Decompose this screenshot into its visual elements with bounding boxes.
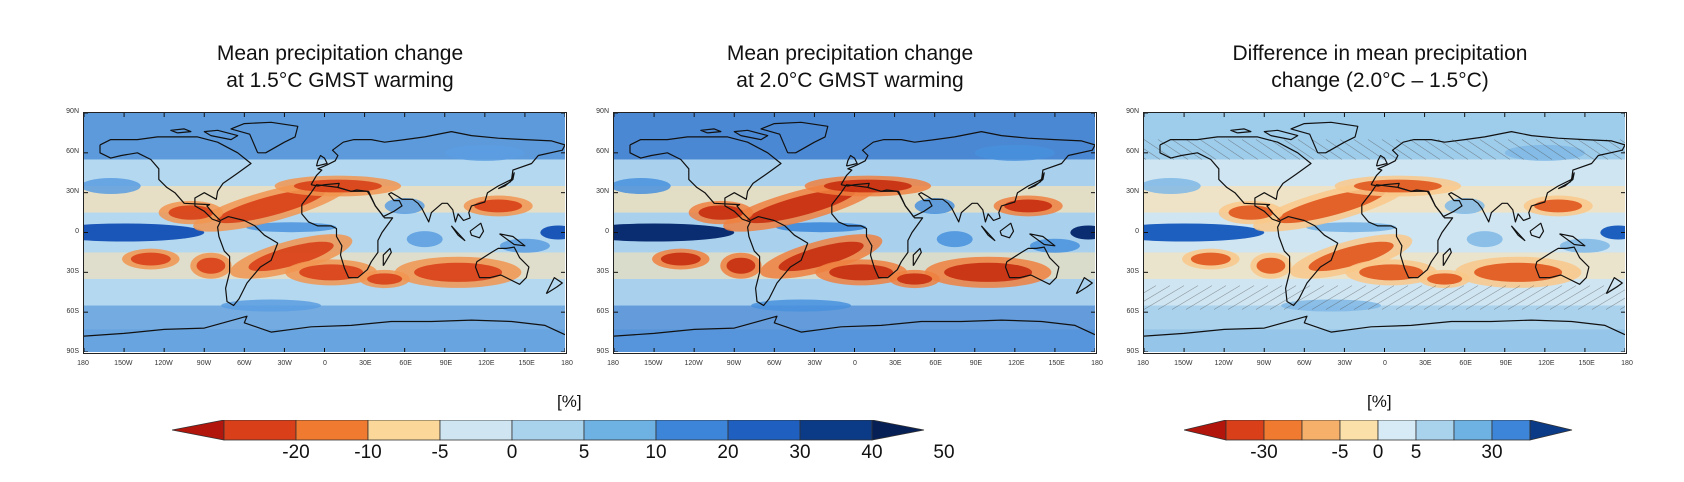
lon-tick-label: 0 — [323, 360, 327, 367]
panel-3-title: Difference in mean precipitation change … — [1180, 40, 1580, 94]
lat-tick-label: 60S — [66, 308, 79, 315]
lon-tick-label: 60W — [767, 360, 782, 367]
colorbar-right-unit: [%] — [1367, 392, 1392, 411]
lon-tick-label: 150E — [1048, 360, 1065, 367]
colorbar-left-unit: [%] — [557, 392, 582, 411]
lon-tick-label: 180 — [607, 360, 619, 367]
colorbar-right-tick: 30 — [1481, 442, 1503, 463]
colorbar-left-tick: 30 — [789, 442, 811, 463]
lon-tick-label: 120W — [1214, 360, 1233, 367]
lon-tick-label: 120E — [478, 360, 495, 367]
lon-tick-label: 180 — [1621, 360, 1633, 367]
colorbar-left-tick: -10 — [354, 442, 382, 463]
lat-tick-label: 90S — [596, 348, 609, 355]
lon-tick-label: 60W — [1297, 360, 1312, 367]
colorbar-right — [1184, 420, 1573, 441]
lon-tick-label: 30W — [807, 360, 822, 367]
colorbar-left-tick: -20 — [282, 442, 310, 463]
lat-tick-label: 30N — [1126, 188, 1139, 195]
lat-tick-label: 90S — [66, 348, 79, 355]
lat-tick-label: 90S — [1126, 348, 1139, 355]
lon-tick-label: 90W — [1256, 360, 1272, 367]
map-panel-2 — [613, 112, 1097, 354]
panel-1-title: Mean precipitation change at 1.5°C GMST … — [150, 40, 530, 94]
lon-tick-label: 60W — [237, 360, 252, 367]
lon-tick-label: 30W — [277, 360, 292, 367]
lon-tick-label: 120E — [1538, 360, 1555, 367]
panel-2-title-line2: at 2.0°C GMST warming — [736, 69, 964, 92]
lon-tick-label: 30E — [889, 360, 902, 367]
lon-tick-label: 180 — [77, 360, 89, 367]
colorbar-right-tick: -30 — [1250, 442, 1278, 463]
lon-tick-label: 30W — [1337, 360, 1352, 367]
panel-2-title: Mean precipitation change at 2.0°C GMST … — [660, 40, 1040, 94]
lat-tick-label: 30S — [596, 268, 609, 275]
colorbar-left-tick: -5 — [431, 442, 449, 463]
lon-tick-label: 90W — [196, 360, 212, 367]
lon-tick-label: 60E — [399, 360, 412, 367]
colorbar-left-tick: 5 — [578, 442, 590, 463]
colorbar-right-tick: -5 — [1331, 442, 1349, 463]
lat-tick-label: 30N — [66, 188, 79, 195]
lat-tick-label: 60S — [1126, 308, 1139, 315]
lon-tick-label: 150E — [1578, 360, 1595, 367]
precipitation-field — [1144, 113, 1625, 352]
lon-tick-label: 90E — [969, 360, 983, 367]
lon-tick-label: 120E — [1008, 360, 1025, 367]
precipitation-field — [84, 113, 565, 352]
lon-tick-label: 90E — [439, 360, 453, 367]
lat-tick-label: 0 — [605, 228, 609, 235]
lat-tick-label: 30S — [66, 268, 79, 275]
panel-3-title-line2: change (2.0°C – 1.5°C) — [1271, 69, 1489, 92]
lat-tick-label: 60N — [596, 148, 609, 155]
colorbar-left-tick: 10 — [645, 442, 667, 463]
lat-tick-label: 30N — [596, 188, 609, 195]
lat-tick-label: 60N — [66, 148, 79, 155]
lon-tick-label: 60E — [1459, 360, 1472, 367]
panel-1-title-line2: at 1.5°C GMST warming — [226, 69, 454, 92]
colorbar-left-tick: 40 — [861, 442, 883, 463]
lon-tick-label: 180 — [1091, 360, 1103, 367]
lon-tick-label: 150W — [1174, 360, 1193, 367]
lon-tick-label: 90W — [726, 360, 742, 367]
lon-tick-label: 150E — [518, 360, 535, 367]
lat-tick-label: 60S — [596, 308, 609, 315]
lat-tick-label: 0 — [1135, 228, 1139, 235]
colorbar-left-tick: 50 — [933, 442, 955, 463]
lat-tick-label: 90N — [596, 108, 609, 115]
lat-tick-label: 30S — [1126, 268, 1139, 275]
colorbar-left-tick: 0 — [506, 442, 518, 463]
colorbar-left-tick: 20 — [717, 442, 739, 463]
precipitation-field — [614, 113, 1095, 352]
panel-1-title-line1: Mean precipitation change — [216, 42, 464, 65]
colorbar-right-tick: 5 — [1410, 442, 1422, 463]
lon-tick-label: 150W — [644, 360, 663, 367]
lon-tick-label: 90E — [1499, 360, 1513, 367]
lon-tick-label: 120W — [684, 360, 703, 367]
panel-2-title-line1: Mean precipitation change — [726, 42, 974, 65]
lon-tick-label: 0 — [1383, 360, 1387, 367]
lon-tick-label: 120W — [154, 360, 173, 367]
lat-tick-label: 90N — [1126, 108, 1139, 115]
lon-tick-label: 30E — [359, 360, 372, 367]
lat-tick-label: 60N — [1126, 148, 1139, 155]
panel-3-title-line1: Difference in mean precipitation — [1232, 42, 1528, 65]
lon-tick-label: 180 — [561, 360, 573, 367]
map-panel-1 — [83, 112, 567, 354]
lon-tick-label: 0 — [853, 360, 857, 367]
lat-tick-label: 0 — [75, 228, 79, 235]
lon-tick-label: 150W — [114, 360, 133, 367]
colorbar-right-tick: 0 — [1372, 442, 1384, 463]
lon-tick-label: 60E — [929, 360, 942, 367]
lon-tick-label: 180 — [1137, 360, 1149, 367]
map-panel-3 — [1143, 112, 1627, 354]
lon-tick-label: 30E — [1419, 360, 1432, 367]
lat-tick-label: 90N — [66, 108, 79, 115]
colorbar-left — [172, 420, 925, 441]
